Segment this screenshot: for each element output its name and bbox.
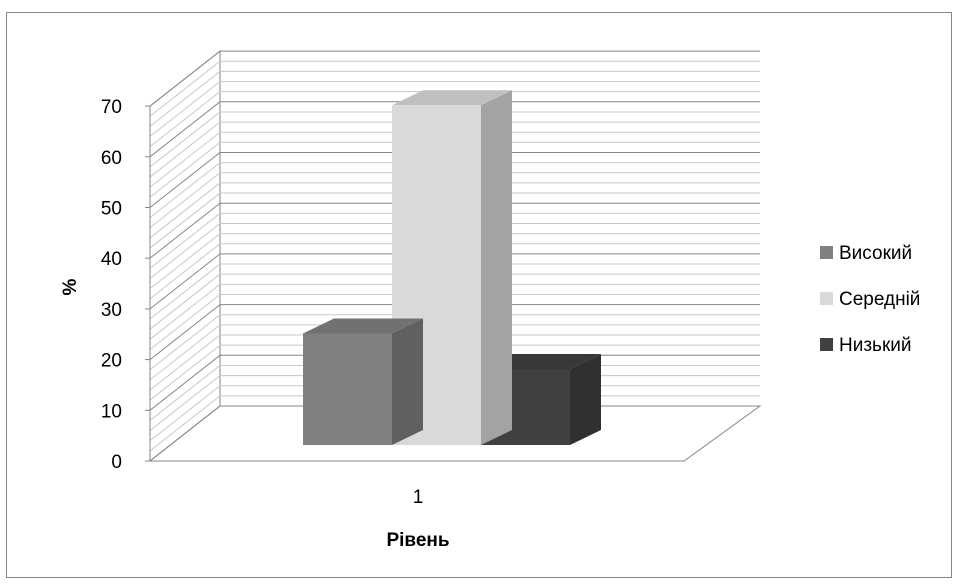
x-axis-title: Рівень	[386, 530, 449, 551]
y-axis-ticks: 0 10 20 30 40 50 60 70	[101, 97, 150, 473]
bar-top	[303, 318, 423, 334]
major-gridline	[149, 253, 760, 310]
y-tick-label: 0	[111, 452, 122, 473]
minor-gridline	[149, 60, 760, 117]
bar-front	[303, 333, 392, 445]
major-gridline	[149, 304, 760, 360]
minor-gridline	[149, 233, 760, 290]
minor-gridline	[149, 324, 760, 381]
y-tick-label: 70	[101, 97, 122, 118]
x-axis-ticks: 1	[413, 487, 424, 508]
minor-gridline	[149, 293, 760, 350]
minor-gridline	[149, 162, 760, 219]
minor-gridline	[149, 121, 760, 178]
minor-gridline	[149, 273, 760, 330]
legend-label: Високий	[839, 243, 912, 264]
legend: Високий Середній Низький	[820, 243, 920, 356]
minor-gridline	[149, 111, 760, 168]
minor-gridline	[149, 81, 760, 137]
minor-gridline	[149, 283, 760, 340]
y-tick-label: 10	[101, 401, 122, 422]
minor-gridline	[149, 172, 760, 229]
y-tick-label: 20	[101, 351, 122, 372]
legend-swatch	[820, 292, 833, 305]
major-gridline	[149, 202, 760, 259]
minor-gridline	[149, 192, 760, 249]
bar-top	[392, 90, 512, 106]
minor-gridline	[149, 141, 760, 198]
minor-gridline	[149, 182, 760, 239]
legend-label: Низький	[839, 335, 911, 356]
x-tick-label: 1	[413, 487, 424, 508]
bar-side	[481, 90, 512, 445]
minor-gridline	[149, 344, 760, 401]
y-tick-label: 30	[101, 300, 122, 321]
side-wall	[149, 50, 221, 463]
minor-gridline	[149, 131, 760, 188]
bar-side	[392, 318, 423, 445]
minor-gridline	[149, 334, 760, 391]
major-gridline	[149, 101, 760, 158]
y-axis-title: %	[60, 278, 81, 295]
major-gridline	[149, 50, 760, 107]
legend-swatch	[820, 338, 833, 351]
minor-gridline	[149, 263, 760, 320]
y-tick-label: 50	[101, 199, 122, 220]
bars	[303, 90, 601, 445]
major-gridline	[149, 152, 760, 208]
minor-gridline	[149, 222, 760, 279]
legend-swatch	[820, 246, 833, 259]
legend-label: Середній	[839, 289, 920, 310]
y-tick-label: 40	[101, 249, 122, 270]
minor-gridline	[149, 91, 760, 148]
minor-gridline	[149, 70, 760, 127]
minor-gridline	[149, 243, 760, 300]
y-tick-label: 60	[101, 148, 122, 169]
minor-gridline	[149, 314, 760, 371]
bar-1	[303, 318, 423, 445]
bar-side	[570, 353, 601, 445]
minor-gridline	[149, 212, 760, 269]
